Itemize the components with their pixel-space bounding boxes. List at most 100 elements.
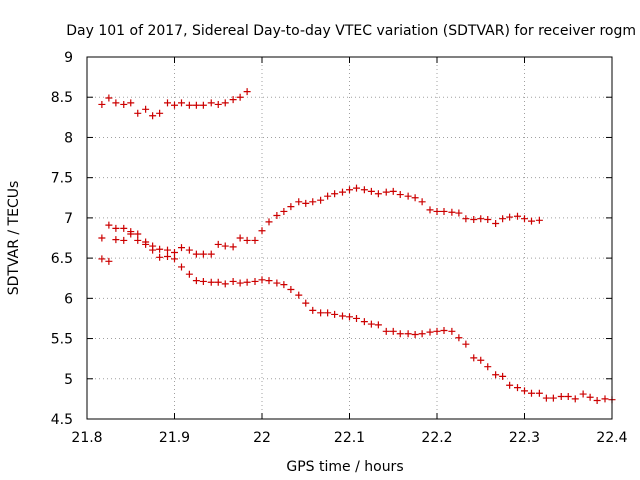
data-point bbox=[542, 394, 550, 402]
data-point bbox=[127, 99, 135, 107]
data-point bbox=[346, 186, 353, 194]
y-tick-labels: 4.5 5 5.5 6 6.5 7 7.5 8 8.5 9 bbox=[51, 50, 73, 428]
data-point bbox=[258, 276, 266, 284]
data-point bbox=[98, 100, 106, 108]
data-point bbox=[127, 228, 135, 236]
data-point bbox=[324, 192, 332, 200]
data-point bbox=[295, 198, 303, 206]
data-point bbox=[273, 279, 281, 287]
data-point bbox=[207, 99, 215, 107]
data-point bbox=[192, 277, 200, 285]
y-axis-title: SDTVAR / TECUs bbox=[6, 181, 22, 296]
data-point bbox=[470, 354, 478, 362]
data-point bbox=[470, 215, 478, 223]
data-point bbox=[251, 236, 259, 244]
data-point bbox=[214, 240, 222, 248]
data-point bbox=[199, 250, 207, 258]
data-point bbox=[462, 340, 470, 348]
data-point bbox=[214, 100, 222, 108]
data-point bbox=[134, 109, 142, 117]
data-point bbox=[484, 363, 492, 371]
data-point bbox=[295, 291, 303, 299]
data-point bbox=[440, 207, 448, 215]
data-point bbox=[112, 224, 120, 232]
data-point bbox=[280, 281, 288, 289]
data-point bbox=[528, 389, 535, 397]
data-point bbox=[207, 278, 215, 286]
data-point bbox=[221, 99, 229, 107]
x-tick-label: 21.9 bbox=[159, 430, 190, 446]
data-point bbox=[98, 234, 106, 242]
data-point bbox=[171, 248, 178, 256]
data-point bbox=[404, 330, 412, 338]
data-point bbox=[309, 306, 317, 314]
data-point bbox=[120, 100, 128, 108]
data-point bbox=[265, 277, 273, 285]
data-point bbox=[339, 188, 346, 196]
data-point bbox=[156, 109, 164, 117]
data-point bbox=[389, 327, 397, 335]
y-tick-label: 9 bbox=[64, 50, 73, 66]
data-point bbox=[418, 198, 426, 206]
data-point bbox=[171, 101, 178, 109]
data-point bbox=[164, 253, 171, 261]
data-point bbox=[535, 389, 543, 397]
data-point bbox=[535, 216, 543, 224]
data-point bbox=[236, 93, 244, 101]
data-point bbox=[142, 240, 150, 248]
data-point bbox=[492, 220, 500, 228]
data-point bbox=[492, 371, 500, 379]
data-point bbox=[396, 191, 404, 199]
data-point bbox=[156, 253, 164, 261]
data-point bbox=[243, 88, 251, 96]
data-point bbox=[229, 96, 237, 104]
data-point bbox=[448, 208, 456, 216]
data-point bbox=[120, 236, 128, 244]
data-point bbox=[199, 101, 207, 109]
data-point bbox=[221, 242, 229, 250]
series-upper bbox=[98, 88, 251, 120]
data-point bbox=[221, 280, 229, 288]
data-point bbox=[571, 395, 579, 403]
grid bbox=[87, 57, 612, 419]
data-point bbox=[374, 321, 382, 329]
data-point bbox=[484, 215, 492, 223]
data-point bbox=[346, 313, 353, 321]
data-point bbox=[112, 99, 120, 107]
data-point bbox=[236, 234, 244, 242]
data-point bbox=[521, 215, 528, 223]
x-axis-title: GPS time / hours bbox=[286, 459, 403, 475]
data-point bbox=[164, 99, 171, 107]
data-point bbox=[229, 277, 237, 285]
data-point bbox=[236, 279, 244, 287]
data-point bbox=[367, 187, 375, 195]
data-point bbox=[280, 207, 288, 215]
data-point bbox=[317, 196, 325, 204]
data-point bbox=[586, 393, 594, 401]
data-point bbox=[273, 211, 281, 219]
data-point bbox=[112, 236, 120, 244]
data-point bbox=[448, 327, 456, 335]
data-point bbox=[579, 390, 587, 398]
data-point bbox=[382, 188, 390, 196]
data-point bbox=[105, 257, 113, 265]
data-point bbox=[426, 206, 434, 214]
data-point bbox=[258, 227, 266, 235]
data-point bbox=[134, 230, 142, 238]
data-point bbox=[185, 270, 193, 278]
data-point bbox=[499, 215, 507, 223]
data-point bbox=[455, 209, 463, 217]
y-tick-label: 8 bbox=[64, 130, 73, 146]
data-point bbox=[287, 203, 295, 211]
y-tick-label: 7 bbox=[64, 211, 73, 227]
data-point bbox=[134, 236, 142, 244]
data-point bbox=[374, 190, 382, 198]
data-point bbox=[302, 299, 310, 307]
data-point bbox=[549, 394, 557, 402]
data-point bbox=[411, 331, 419, 339]
y-tick-label: 4.5 bbox=[51, 412, 73, 428]
data-point bbox=[309, 198, 317, 206]
data-point bbox=[564, 392, 572, 400]
y-tick-label: 7.5 bbox=[51, 171, 73, 187]
